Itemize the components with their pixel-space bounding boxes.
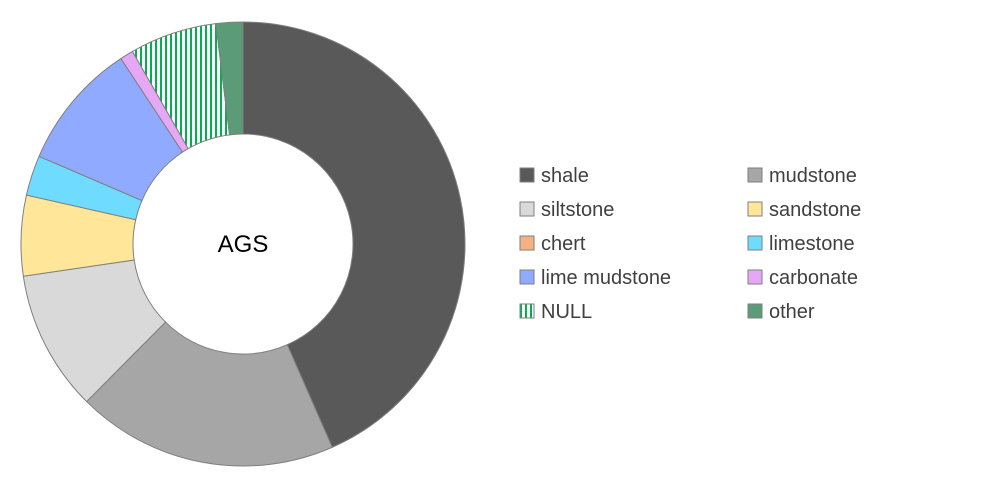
donut-slices [20,21,466,467]
legend-label: siltstone [541,199,614,221]
legend-swatch [747,167,763,183]
legend-label: carbonate [769,267,858,289]
legend-swatch [519,269,535,285]
legend-swatch [519,235,535,251]
legend-item-sandstone: sandstone [747,199,861,221]
legend-label: mudstone [769,165,857,187]
slice-mudstone [85,321,333,467]
legend-swatch [747,303,763,319]
legend-label: NULL [541,301,592,323]
legend-item-lime-mudstone: lime mudstone [519,267,671,289]
legend-item-other: other [747,301,815,323]
legend-swatch [519,303,535,319]
center-label: AGS [218,231,269,258]
legend-label: other [769,301,815,323]
legend-label: lime mudstone [541,267,671,289]
legend-item-null: NULL [519,301,592,323]
legend-item-mudstone: mudstone [747,165,857,187]
legend-item-shale: shale [519,165,589,187]
legend-label: chert [541,233,586,255]
slice-shale [242,21,466,448]
legend-swatch [747,269,763,285]
legend-label: sandstone [769,199,861,221]
legend-label: shale [541,165,589,187]
legend: shale mudstone siltstone sandstone chert lime… [519,165,861,323]
legend-item-limestone: limestone [747,233,855,255]
legend-label: limestone [769,233,855,255]
legend-swatch [519,201,535,217]
legend-swatch [747,201,763,217]
legend-item-chert: chert [519,233,586,255]
legend-item-carbonate: carbonate [747,267,858,289]
slice-other [215,21,244,136]
legend-swatch [747,235,763,251]
legend-item-siltstone: siltstone [519,199,614,221]
legend-swatch [519,167,535,183]
